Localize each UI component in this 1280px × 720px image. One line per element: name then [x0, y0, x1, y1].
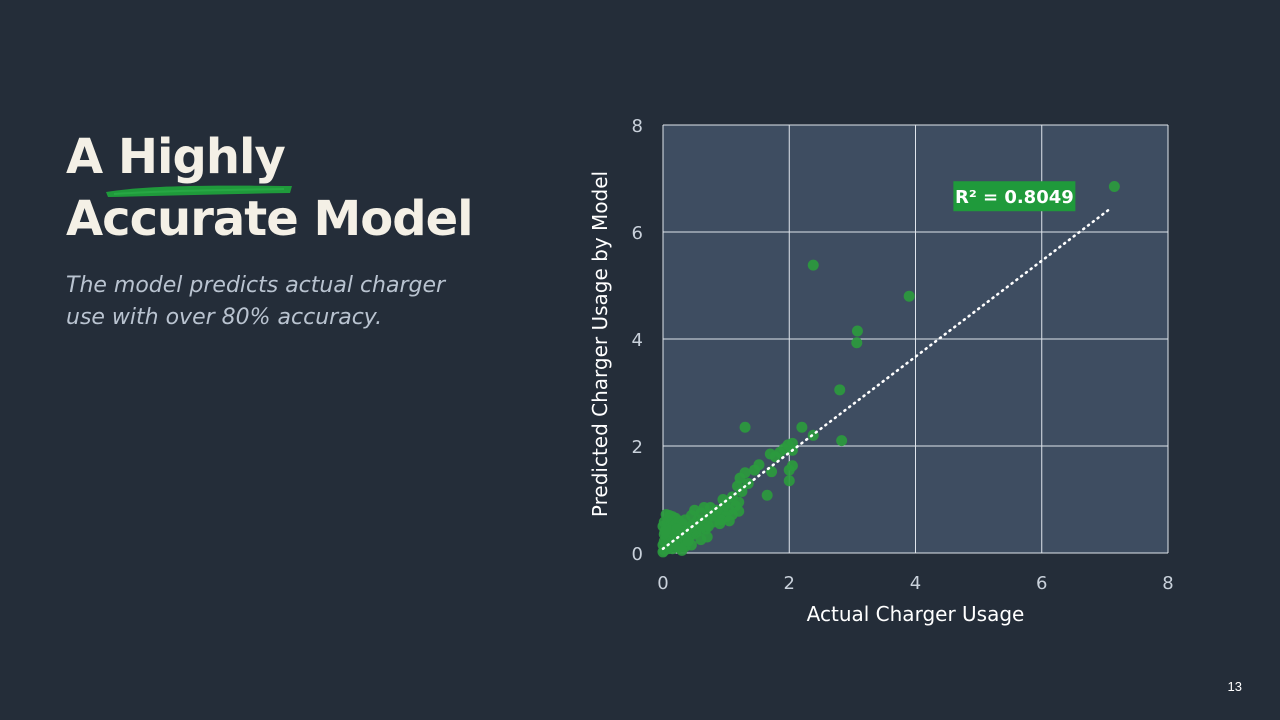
- data-point: [736, 485, 748, 497]
- data-point: [851, 337, 863, 349]
- title-line-2: Accurate Model: [66, 191, 474, 247]
- trendline: [661, 206, 1113, 551]
- r-squared-box: [953, 181, 1076, 212]
- data-point: [671, 523, 683, 535]
- data-point: [739, 421, 751, 433]
- data-point: [903, 290, 915, 302]
- data-point: [717, 494, 729, 505]
- x-tick-label: 2: [784, 573, 795, 594]
- data-point: [807, 259, 819, 271]
- x-tick-label: 8: [1162, 573, 1173, 594]
- data-point: [764, 448, 776, 460]
- subtitle-line-2: use with over 80% accuracy.: [66, 305, 383, 330]
- data-point: [714, 518, 726, 530]
- data-point: [783, 475, 795, 487]
- data-point: [796, 421, 808, 433]
- subtitle-line-1: The model predicts actual charger: [66, 273, 446, 298]
- data-point: [851, 325, 863, 337]
- data-point: [1108, 181, 1120, 193]
- title-word-highly: Highly: [117, 129, 286, 185]
- highlight-brush-stroke: [106, 185, 292, 197]
- title-word-a: A: [66, 129, 118, 185]
- page-number: 13: [1227, 679, 1242, 694]
- data-point: [701, 531, 713, 543]
- data-point: [711, 504, 723, 516]
- y-tick-label: 6: [632, 223, 643, 244]
- y-tick-label: 0: [632, 544, 643, 565]
- x-axis-title: Actual Charger Usage: [807, 602, 1025, 626]
- y-axis-title: Predicted Charger Usage by Model: [588, 171, 612, 517]
- chart-svg: 0 2 4 6 8 0 2 4 6 8 Actual Charger Usage Predicted …: [588, 116, 1174, 626]
- slide-subtitle: The model predicts actual charger use wi…: [66, 270, 476, 334]
- slide-title: A Highly Accurate Model: [66, 126, 526, 250]
- r-squared-label: R² = 0.8049: [955, 187, 1074, 208]
- y-tick-label: 2: [632, 437, 643, 458]
- data-point: [723, 515, 735, 527]
- data-point: [836, 435, 848, 447]
- y-tick-label: 8: [632, 116, 643, 137]
- data-point: [834, 384, 846, 396]
- scatter-chart: 0 2 4 6 8 0 2 4 6 8 Actual Charger Usage Predicted …: [570, 110, 1210, 650]
- data-point: [783, 464, 795, 476]
- title-line-1: A Highly: [66, 126, 526, 188]
- x-tick-label: 0: [657, 573, 668, 594]
- x-tick-label: 6: [1036, 573, 1047, 594]
- data-point: [657, 539, 669, 551]
- data-point: [659, 526, 671, 538]
- data-point: [682, 535, 694, 547]
- data-point: [761, 489, 773, 501]
- y-tick-label: 4: [632, 330, 643, 351]
- data-point: [749, 464, 761, 476]
- x-tick-label: 4: [910, 573, 921, 594]
